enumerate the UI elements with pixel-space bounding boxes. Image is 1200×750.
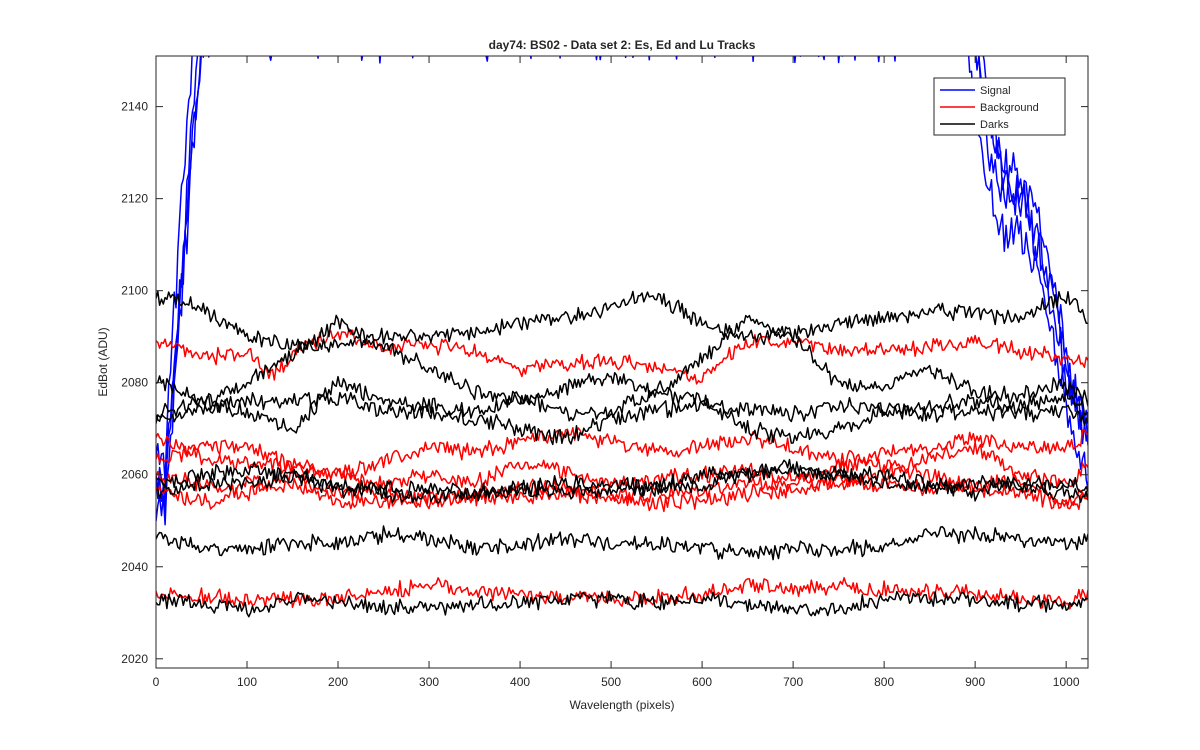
series-line-background-8 xyxy=(156,474,1088,513)
x-axis-label: Wavelength (pixels) xyxy=(570,698,675,712)
series-line-darks-16 xyxy=(156,525,1088,561)
series-line-darks-15 xyxy=(156,458,1088,504)
plot-frame xyxy=(155,55,1089,669)
series-line-darks-17 xyxy=(156,590,1088,618)
x-tick-label: 500 xyxy=(601,675,621,689)
x-tick-label: 800 xyxy=(874,675,894,689)
series-line-background-9 xyxy=(156,577,1088,610)
chart-title: day74: BS02 - Data set 2: Es, Ed and Lu … xyxy=(489,38,756,52)
series-line-darks-13 xyxy=(156,391,1088,446)
y-tick-label: 2080 xyxy=(121,376,148,390)
y-axis-label: EdBot (ADU) xyxy=(96,327,110,396)
legend: Signal Background Darks xyxy=(933,77,1066,136)
x-tick-label: 400 xyxy=(510,675,530,689)
x-tick-label: 300 xyxy=(419,675,439,689)
tick-layer: 0 100 200 300 400 500 600 700 800 900 1000 2020 2040… xyxy=(121,56,1088,689)
y-tick-label: 2100 xyxy=(121,284,148,298)
x-tick-label: 0 xyxy=(153,675,160,689)
series-line-darks-11 xyxy=(156,314,1088,424)
y-tick-label: 2020 xyxy=(121,652,148,666)
x-tick-label: 600 xyxy=(692,675,712,689)
series-layer xyxy=(156,56,1088,618)
y-tick-label: 2140 xyxy=(121,100,148,114)
series-line-background-5 xyxy=(156,426,1088,480)
x-tick-label: 1000 xyxy=(1053,675,1080,689)
x-tick-label: 200 xyxy=(328,675,348,689)
series-line-background-7 xyxy=(156,458,1088,509)
x-tick-label: 700 xyxy=(783,675,803,689)
y-tick-label: 2060 xyxy=(121,468,148,482)
x-tick-label: 900 xyxy=(965,675,985,689)
series-line-background-6 xyxy=(156,439,1088,492)
legend-label-darks: Darks xyxy=(980,119,1009,131)
legend-label-background: Background xyxy=(980,102,1039,114)
series-line-darks-10 xyxy=(156,290,1088,353)
y-tick-label: 2040 xyxy=(121,560,148,574)
legend-label-signal: Signal xyxy=(980,85,1011,97)
y-tick-label: 2120 xyxy=(121,192,148,206)
x-tick-label: 100 xyxy=(237,675,257,689)
